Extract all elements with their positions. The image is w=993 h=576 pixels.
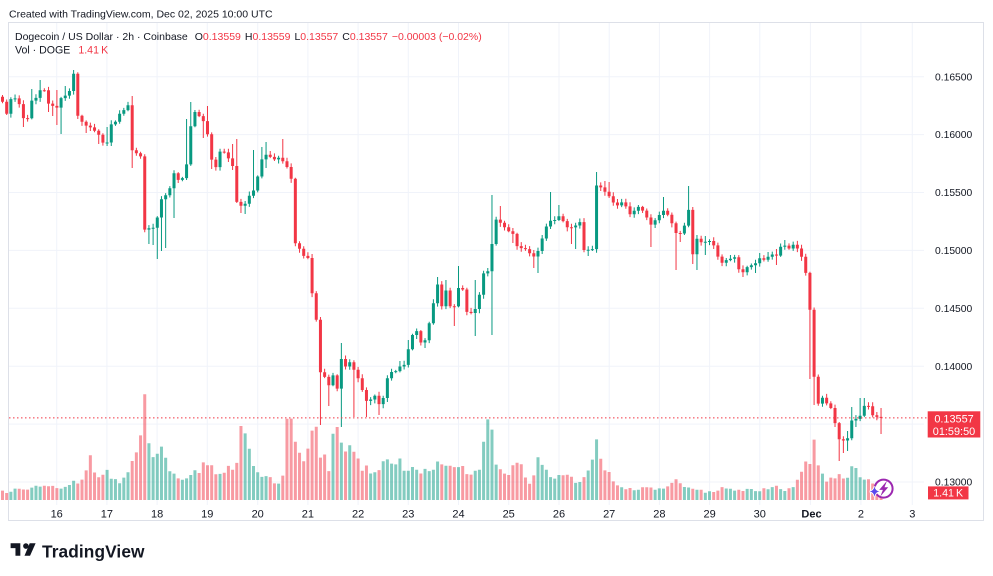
svg-text:0.15000: 0.15000 xyxy=(935,246,972,257)
svg-text:26: 26 xyxy=(553,509,565,521)
svg-text:01:59:50: 01:59:50 xyxy=(933,426,975,438)
svg-text:19: 19 xyxy=(201,509,213,521)
svg-text:Dec: Dec xyxy=(801,509,821,521)
svg-text:0.14500: 0.14500 xyxy=(935,304,972,315)
svg-text:TradingView: TradingView xyxy=(42,542,145,562)
svg-text:29: 29 xyxy=(703,509,715,521)
svg-text:17: 17 xyxy=(101,509,113,521)
svg-text:0.16500: 0.16500 xyxy=(935,72,972,83)
svg-text:3: 3 xyxy=(909,509,915,521)
svg-text:28: 28 xyxy=(653,509,665,521)
svg-text:Created with TradingView.com,: Created with TradingView.com, Dec 02, 20… xyxy=(9,9,273,21)
svg-text:0.14000: 0.14000 xyxy=(935,362,972,373)
svg-text:22: 22 xyxy=(352,509,364,521)
svg-text:18: 18 xyxy=(151,509,163,521)
svg-text:0.15500: 0.15500 xyxy=(935,188,972,199)
svg-text:20: 20 xyxy=(252,509,264,521)
svg-text:16: 16 xyxy=(51,509,63,521)
svg-text:0.16000: 0.16000 xyxy=(935,130,972,141)
svg-text:23: 23 xyxy=(402,509,414,521)
svg-text:21: 21 xyxy=(302,509,314,521)
svg-text:24: 24 xyxy=(452,509,464,521)
svg-text:27: 27 xyxy=(603,509,615,521)
svg-text:25: 25 xyxy=(503,509,515,521)
svg-text:0.13000: 0.13000 xyxy=(935,478,972,489)
svg-text:2: 2 xyxy=(858,509,864,521)
svg-text:0.13557: 0.13557 xyxy=(934,414,973,426)
svg-text:Dogecoin / US Dollar · 2h · Co: Dogecoin / US Dollar · 2h · Coinbase O0.1… xyxy=(15,31,482,43)
svg-text:1.41 K: 1.41 K xyxy=(933,488,963,500)
svg-text:30: 30 xyxy=(754,509,766,521)
